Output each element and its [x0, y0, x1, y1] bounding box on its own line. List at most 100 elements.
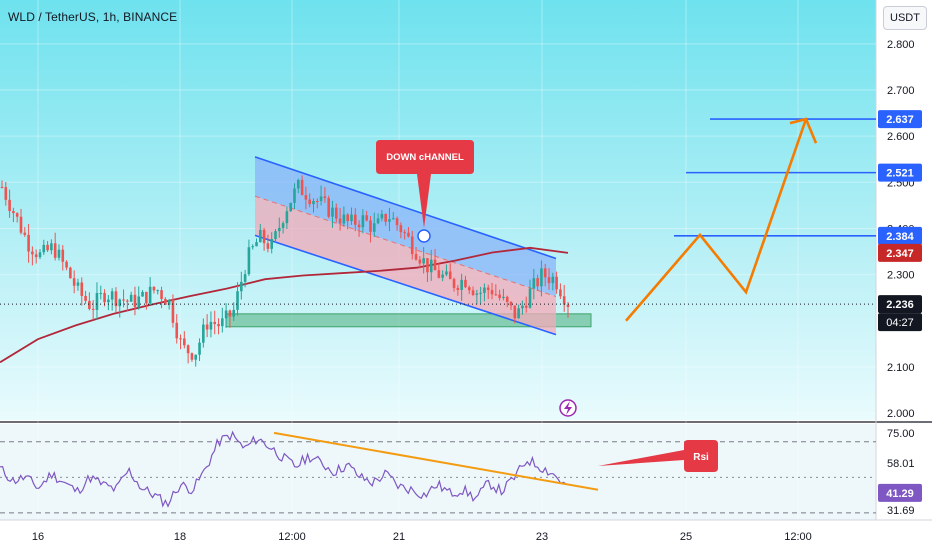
candle — [486, 284, 490, 300]
candle — [418, 256, 422, 269]
candle — [498, 289, 501, 301]
candle-body — [110, 291, 114, 300]
candle — [384, 213, 387, 226]
candle — [4, 181, 8, 206]
price-tag: 2.637 — [878, 110, 922, 129]
alert-icon[interactable] — [559, 399, 577, 417]
candle — [217, 318, 220, 335]
candle — [403, 229, 406, 240]
price-tag: 2.347 — [878, 243, 922, 262]
candle-body — [247, 247, 251, 275]
candle-body — [456, 287, 460, 291]
price-tag: 2.521 — [878, 163, 922, 182]
rsi-trendline-line[interactable] — [273, 431, 599, 491]
candle-body — [259, 229, 262, 243]
candle — [65, 260, 68, 271]
candle-body — [559, 289, 562, 297]
candle — [357, 220, 361, 237]
time-tick-labels: 16 18 12:00 21 23 25 12:00 — [32, 531, 812, 543]
candle — [391, 212, 395, 220]
candle — [76, 278, 80, 291]
moving-average — [0, 246, 569, 364]
candle — [42, 239, 46, 256]
candle — [31, 246, 34, 266]
candle-body — [118, 299, 122, 307]
projection-arrow[interactable] — [625, 117, 818, 322]
candle-body — [91, 308, 95, 310]
candle — [524, 296, 528, 313]
candle — [528, 279, 532, 309]
candle-body — [323, 196, 327, 199]
candle-body — [183, 338, 186, 346]
down-channel-callout[interactable]: DOWN cHANNEL — [376, 140, 474, 243]
candle — [456, 284, 460, 296]
candle — [202, 318, 205, 348]
candle-body — [129, 294, 133, 302]
candle — [426, 258, 429, 282]
rsi-tick-label: 31.69 — [887, 505, 915, 517]
channel-upper-fill — [255, 156, 556, 297]
candle-body — [209, 321, 213, 330]
candle-body — [84, 295, 87, 301]
candle — [118, 298, 122, 318]
candle — [517, 304, 520, 319]
candle-body — [555, 276, 558, 290]
candle — [179, 334, 182, 350]
candle — [452, 277, 456, 292]
candle-body — [160, 290, 163, 300]
horizontal-levels[interactable] — [674, 118, 876, 237]
rsi-callout[interactable]: Rsi — [598, 440, 718, 472]
candle — [0, 180, 4, 189]
price-tick-label: 2.000 — [887, 408, 915, 420]
candle — [441, 270, 444, 282]
candle-body — [61, 249, 65, 262]
candle-body — [513, 305, 517, 319]
candle-body — [240, 281, 243, 292]
candle-body — [80, 282, 84, 296]
candle-body — [285, 211, 289, 224]
candle — [475, 289, 479, 305]
candle-body — [27, 234, 30, 252]
candle — [551, 272, 555, 291]
projection-arrowhead — [789, 117, 818, 144]
channel-upper-line[interactable] — [254, 156, 557, 260]
candle — [57, 244, 61, 261]
candle-body — [262, 229, 266, 244]
price-tag-label: 2.384 — [886, 231, 914, 243]
candle — [80, 277, 84, 306]
candle-body — [141, 291, 144, 297]
currency-unit-button[interactable]: USDT — [883, 6, 927, 30]
rsi-trendline[interactable] — [273, 431, 599, 491]
candle-body — [46, 244, 49, 251]
projection-path[interactable] — [625, 118, 808, 322]
candle — [278, 217, 281, 238]
price-tick-label: 2.800 — [887, 39, 915, 51]
candle — [467, 285, 471, 295]
candle — [156, 289, 160, 295]
candle-body — [479, 292, 482, 294]
candle — [388, 207, 391, 232]
candle — [270, 232, 274, 254]
candle-body — [8, 199, 11, 212]
channel-lower-line[interactable] — [254, 234, 557, 336]
candle — [521, 300, 524, 315]
candle — [308, 193, 311, 208]
candle-body — [441, 274, 444, 278]
time-tick-label: 18 — [174, 531, 186, 543]
rsi-bands — [0, 441, 876, 514]
candle-body — [19, 216, 23, 233]
candle-body — [4, 187, 8, 200]
candle — [543, 263, 547, 287]
candle — [107, 295, 110, 311]
candle-body — [107, 299, 110, 303]
candle-body — [388, 219, 391, 222]
candle — [183, 331, 186, 349]
candle-body — [403, 232, 406, 234]
candle — [114, 287, 118, 313]
candle-body — [433, 259, 437, 271]
candle — [281, 221, 285, 234]
price-tag-box — [878, 163, 922, 182]
candle-body — [296, 179, 300, 189]
candle — [133, 286, 137, 316]
